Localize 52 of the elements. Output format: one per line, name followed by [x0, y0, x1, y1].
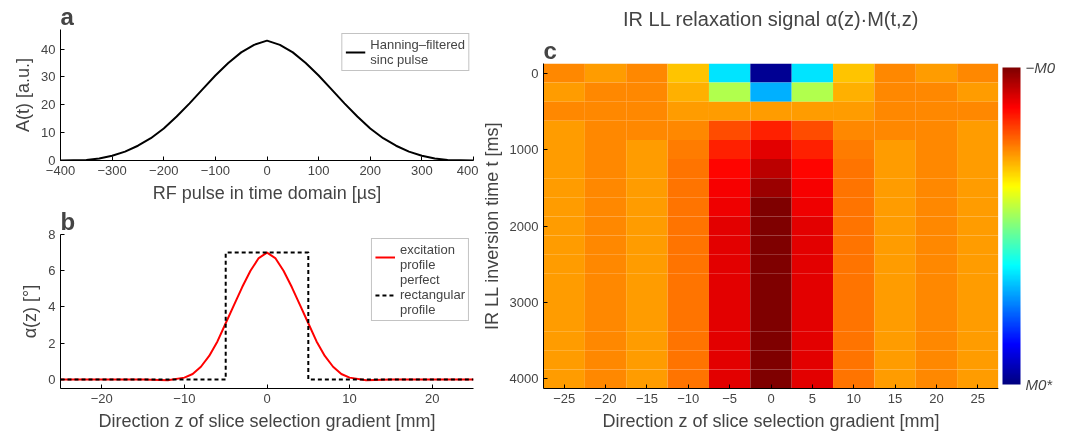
x-tick-label: 25 [970, 390, 986, 406]
y-tick-label: 0 [48, 371, 56, 387]
y-tick-label: 1000 [509, 142, 539, 158]
y-tick-label: 6 [48, 263, 56, 279]
x-tick-label: 0 [263, 390, 271, 406]
x-tick-label: 200 [359, 162, 382, 178]
y-tick-label: 2000 [509, 218, 539, 234]
x-axis-title: Direction z of slice selection gradient [mm] [98, 410, 436, 431]
x-tick-label: 5 [808, 390, 816, 406]
x-tick-label: 300 [411, 162, 433, 178]
y-axis-title: IR LL inversion time t [ms] [481, 122, 502, 331]
y-tick-label: 4 [48, 299, 56, 315]
y-tick-label: 0 [531, 65, 539, 81]
x-tick-label: 10 [342, 390, 357, 406]
x-tick-label: 0 [263, 162, 271, 178]
x-tick-label: −25 [553, 390, 576, 406]
x-tick-label: 10 [846, 390, 861, 406]
y-tick-label: 8 [48, 227, 56, 242]
x-tick-label: 0 [767, 390, 775, 406]
x-tick-label: −10 [677, 390, 700, 406]
y-tick-label: 30 [41, 69, 56, 85]
y-axis-title: α(z) [°] [20, 284, 41, 339]
y-tick-label: 40 [41, 41, 56, 57]
annotation: b [60, 207, 76, 235]
x-tick-label: 20 [929, 390, 944, 406]
x-tick-label: −15 [635, 390, 658, 406]
annotation: c [543, 36, 557, 64]
legend-label: perfect rectangular profile [399, 272, 465, 317]
x-tick-label: 20 [424, 390, 440, 406]
x-tick-label: 100 [307, 162, 330, 178]
color-bar-label: −M0 [1025, 59, 1056, 76]
legend-label: Hanning–filtered sinc pulse [370, 37, 465, 67]
x-tick-label: −5 [722, 390, 738, 406]
x-tick-label: −10 [173, 390, 196, 406]
y-tick-label: 3000 [509, 294, 539, 310]
y-tick-label: 2 [48, 335, 56, 351]
x-tick-label: −300 [97, 162, 127, 178]
x-tick-label: 400 [456, 162, 479, 178]
chart-title: IR LL relaxation signal α(z)·M(t,z) [622, 7, 919, 30]
y-axis-title: A(t) [a.u.] [13, 57, 34, 133]
x-axis-title: RF pulse in time domain [µs] [152, 182, 382, 203]
text: a [60, 2, 75, 30]
x-tick-label: −200 [149, 162, 179, 178]
y-tick-label: 10 [41, 125, 56, 141]
x-tick-label: 15 [887, 390, 903, 406]
x-tick-label: −100 [200, 162, 231, 178]
y-tick-label: 20 [41, 97, 56, 113]
x-tick-label: −20 [594, 390, 617, 406]
x-axis-title: Direction z of slice selection gradient [mm] [602, 410, 940, 431]
x-tick-label: −20 [90, 390, 113, 406]
color-bar-label: M0* [1025, 376, 1054, 393]
y-tick-label: 4000 [509, 371, 539, 387]
